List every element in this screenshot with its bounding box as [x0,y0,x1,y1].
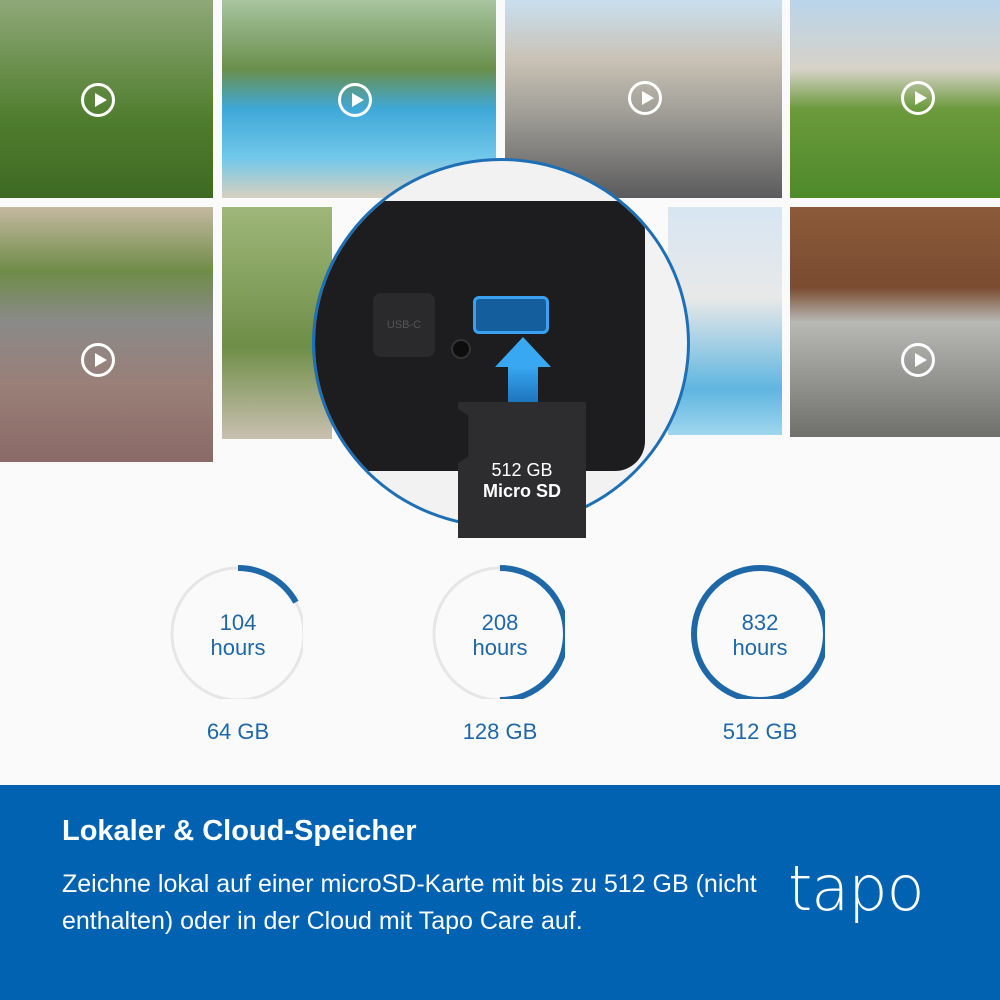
storage-ring [691,565,825,699]
capacity-128gb: 128 GB [462,719,538,744]
storage-ring [431,565,565,699]
lens-icon [451,339,471,359]
sd-card-slot [473,296,549,334]
sd-card-label: Micro SD [482,481,561,501]
tapo-logo: tapo [788,852,925,925]
sd-card-capacity: 512 GB [491,460,553,480]
hours-128: 208 hours [472,610,528,660]
capacity-64gb: 64 GB [206,719,270,744]
play-icon[interactable] [901,81,935,115]
ring-progress [691,565,825,699]
camera-feed-tile[interactable] [0,207,213,462]
camera-closeup: USB-C [312,158,690,528]
camera-feed-tile[interactable] [790,0,1000,198]
banner-title: Lokaler & Cloud-Speicher [62,815,417,847]
play-icon[interactable] [338,83,372,117]
usb-c-port-cover: USB-C [373,293,435,357]
camera-feed-tile[interactable] [0,0,213,198]
play-icon[interactable] [81,343,115,377]
ring-progress [169,565,303,699]
info-banner [0,785,1000,1000]
micro-sd-card: 512 GB Micro SD [458,402,586,538]
insert-arrow-icon [508,366,538,406]
capacity-512gb: 512 GB [722,719,798,744]
storage-ring [169,565,303,699]
play-icon[interactable] [81,83,115,117]
camera-feed-tile[interactable] [790,207,1000,437]
insert-arrow-icon [495,337,551,367]
hours-64: 104 hours [210,610,266,660]
play-icon[interactable] [901,343,935,377]
hours-512: 832 hours [732,610,788,660]
ring-progress [431,565,565,699]
play-icon[interactable] [628,81,662,115]
banner-description: Zeichne lokal auf einer microSD-Karte mi… [62,870,757,935]
